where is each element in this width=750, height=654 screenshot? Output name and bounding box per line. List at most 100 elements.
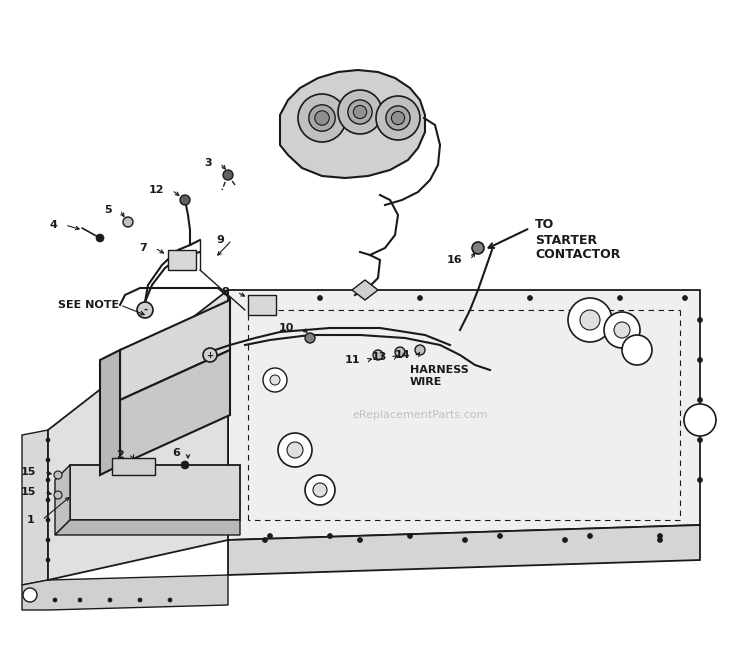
Circle shape bbox=[270, 375, 280, 385]
Circle shape bbox=[562, 538, 568, 543]
Polygon shape bbox=[22, 575, 228, 610]
Polygon shape bbox=[228, 290, 700, 540]
Circle shape bbox=[358, 538, 362, 543]
Polygon shape bbox=[55, 465, 70, 535]
Circle shape bbox=[604, 312, 640, 348]
Text: 16: 16 bbox=[446, 255, 462, 265]
Text: eReplacementParts.com: eReplacementParts.com bbox=[352, 410, 488, 420]
Text: CONTACTOR: CONTACTOR bbox=[535, 249, 620, 262]
Circle shape bbox=[658, 534, 662, 538]
Bar bbox=[168, 250, 196, 270]
Circle shape bbox=[53, 598, 57, 602]
Circle shape bbox=[353, 105, 367, 118]
Circle shape bbox=[180, 195, 190, 205]
Circle shape bbox=[698, 438, 703, 443]
Circle shape bbox=[46, 458, 50, 462]
Circle shape bbox=[46, 498, 50, 502]
Circle shape bbox=[580, 310, 600, 330]
Circle shape bbox=[309, 105, 335, 131]
Circle shape bbox=[46, 558, 50, 562]
Circle shape bbox=[108, 598, 112, 602]
Polygon shape bbox=[55, 520, 240, 535]
Circle shape bbox=[682, 296, 688, 300]
Polygon shape bbox=[100, 350, 120, 475]
Circle shape bbox=[125, 220, 130, 224]
Text: 15: 15 bbox=[21, 467, 36, 477]
Text: SEE NOTE: SEE NOTE bbox=[58, 300, 119, 310]
Circle shape bbox=[54, 471, 62, 479]
Text: 3: 3 bbox=[204, 158, 212, 168]
Text: 15: 15 bbox=[21, 487, 36, 497]
Circle shape bbox=[78, 598, 82, 602]
Text: 2: 2 bbox=[116, 450, 124, 460]
Text: 13: 13 bbox=[372, 352, 387, 362]
Text: STARTER: STARTER bbox=[535, 233, 597, 247]
Polygon shape bbox=[280, 70, 425, 178]
Text: 4: 4 bbox=[50, 220, 57, 230]
Text: 6: 6 bbox=[172, 448, 180, 458]
Polygon shape bbox=[120, 300, 230, 400]
Circle shape bbox=[658, 538, 662, 543]
Polygon shape bbox=[70, 465, 240, 520]
Text: 7: 7 bbox=[140, 243, 147, 253]
Circle shape bbox=[395, 347, 405, 357]
Circle shape bbox=[376, 96, 420, 140]
Circle shape bbox=[698, 358, 703, 362]
Circle shape bbox=[315, 111, 329, 125]
Circle shape bbox=[46, 518, 50, 522]
Circle shape bbox=[698, 398, 703, 402]
Circle shape bbox=[527, 296, 532, 300]
Circle shape bbox=[168, 598, 172, 602]
Circle shape bbox=[407, 534, 413, 538]
Bar bbox=[248, 295, 276, 315]
Circle shape bbox=[262, 538, 268, 543]
Circle shape bbox=[568, 298, 612, 342]
Circle shape bbox=[418, 296, 422, 300]
Circle shape bbox=[137, 302, 153, 318]
Polygon shape bbox=[352, 280, 378, 300]
Circle shape bbox=[96, 234, 104, 242]
Circle shape bbox=[317, 296, 322, 300]
Circle shape bbox=[23, 588, 37, 602]
Circle shape bbox=[463, 538, 467, 543]
Circle shape bbox=[614, 322, 630, 338]
Circle shape bbox=[46, 438, 50, 442]
Circle shape bbox=[46, 538, 50, 542]
Text: 14: 14 bbox=[394, 350, 410, 360]
Circle shape bbox=[472, 242, 484, 254]
Circle shape bbox=[268, 534, 272, 538]
Text: 8: 8 bbox=[221, 287, 229, 297]
Circle shape bbox=[203, 348, 217, 362]
Circle shape bbox=[223, 170, 233, 180]
Text: 9: 9 bbox=[216, 235, 224, 245]
Text: -: - bbox=[143, 305, 147, 315]
Polygon shape bbox=[112, 458, 155, 475]
Circle shape bbox=[587, 534, 592, 538]
Circle shape bbox=[698, 317, 703, 322]
Text: 10: 10 bbox=[279, 323, 294, 333]
Circle shape bbox=[373, 350, 383, 360]
Circle shape bbox=[46, 478, 50, 482]
Circle shape bbox=[305, 475, 335, 505]
Polygon shape bbox=[48, 290, 228, 580]
Text: 5: 5 bbox=[104, 205, 112, 215]
Circle shape bbox=[263, 368, 287, 392]
Circle shape bbox=[138, 598, 142, 602]
Circle shape bbox=[253, 296, 257, 300]
Circle shape bbox=[622, 335, 652, 365]
Circle shape bbox=[328, 534, 332, 538]
Text: 1: 1 bbox=[26, 515, 34, 525]
Polygon shape bbox=[228, 525, 700, 575]
Circle shape bbox=[298, 94, 346, 142]
Text: +: + bbox=[206, 351, 214, 360]
Text: HARNESS: HARNESS bbox=[410, 365, 469, 375]
Circle shape bbox=[181, 461, 189, 469]
Circle shape bbox=[348, 100, 372, 124]
Circle shape bbox=[338, 90, 382, 134]
Circle shape bbox=[684, 404, 716, 436]
Text: TO: TO bbox=[535, 218, 554, 232]
Circle shape bbox=[287, 442, 303, 458]
Circle shape bbox=[313, 483, 327, 497]
Circle shape bbox=[415, 345, 425, 355]
Circle shape bbox=[54, 491, 62, 499]
